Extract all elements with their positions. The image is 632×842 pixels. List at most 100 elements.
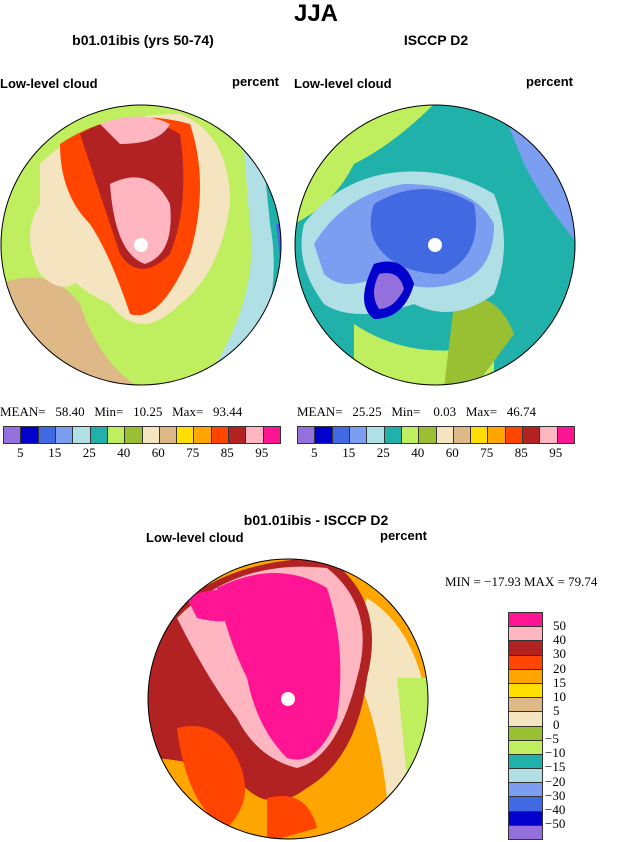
colorbar-tick-label: 75 — [480, 445, 494, 460]
panel2-left-label: Low-level cloud — [294, 76, 392, 91]
panel3-polar-map — [147, 558, 429, 840]
colorbar-box — [159, 427, 178, 443]
min-value: 10.25 — [133, 404, 163, 419]
colorbar-box — [509, 740, 542, 755]
colorbar-box — [509, 811, 542, 826]
colorbar-tick-label: −5 — [545, 731, 559, 747]
colorbar-tick-label: 75 — [186, 445, 200, 460]
colorbar-box — [509, 641, 542, 656]
panel1-left-label: Low-level cloud — [0, 76, 98, 91]
colorbar-box — [263, 427, 280, 443]
colorbar-tick-label: 95 — [255, 445, 269, 460]
min-value: 0.03 — [433, 404, 457, 419]
colorbar-box — [298, 427, 316, 443]
colorbar-box — [73, 427, 91, 443]
colorbar-box — [384, 427, 402, 443]
colorbar-box — [509, 683, 542, 699]
colorbar-box — [509, 769, 542, 784]
colorbar-box — [509, 712, 542, 727]
panel3-colorbar — [508, 612, 543, 840]
colorbar-tick-label: 85 — [514, 445, 528, 460]
colorbar-box — [453, 427, 472, 443]
colorbar-tick-label: 15 — [342, 445, 356, 460]
colorbar-box — [229, 427, 247, 443]
panel2-units: percent — [526, 74, 573, 89]
colorbar-box — [125, 427, 143, 443]
colorbar-tick-label: 85 — [220, 445, 234, 460]
panel1-colorbar-labels: 5 15 25 40 60 75 85 95 — [3, 443, 279, 460]
colorbar-tick-label: 95 — [549, 445, 563, 460]
panel2-polar-map — [294, 104, 576, 386]
mean-label: MEAN= — [0, 404, 46, 419]
panel1-colorbar — [3, 426, 281, 444]
colorbar-box — [21, 427, 39, 443]
colorbar-box — [90, 427, 108, 443]
colorbar-box — [471, 427, 489, 443]
colorbar-tick-label: −50 — [545, 815, 566, 831]
colorbar-box — [509, 613, 542, 628]
panel3-title: b01.01ibis - ISCCP D2 — [243, 512, 389, 528]
colorbar-box — [246, 427, 264, 443]
colorbar-tick-label: 15 — [48, 445, 62, 460]
min-label: Min= — [391, 404, 421, 419]
max-value: 46.74 — [506, 404, 537, 419]
panel3-stats: MIN = −17.93 MAX = 79.74 — [445, 574, 598, 589]
colorbar-box — [194, 427, 212, 443]
colorbar-box — [177, 427, 195, 443]
colorbar-tick-label: −40 — [545, 801, 566, 817]
max-value: 93.44 — [213, 404, 243, 419]
colorbar-box — [349, 427, 368, 443]
colorbar-box — [509, 627, 542, 642]
colorbar-tick-label: 50 — [553, 618, 566, 634]
colorbar-tick-label: 40 — [117, 445, 131, 460]
panel1-stats: MEAN= 58.40 Min= 10.25 Max= 93.44 — [0, 404, 242, 420]
colorbar-box — [523, 427, 541, 443]
colorbar-tick-label: 30 — [553, 646, 566, 662]
colorbar-box — [509, 825, 542, 839]
panel3-units: percent — [380, 528, 427, 543]
colorbar-box — [4, 427, 22, 443]
colorbar-tick-label: 40 — [553, 632, 566, 648]
panel2-stats: MEAN= 25.25 Min= 0.03 Max= 46.74 — [297, 404, 536, 420]
panel1-polar-map — [0, 104, 282, 386]
colorbar-box — [509, 754, 542, 770]
colorbar-box — [367, 427, 385, 443]
panel3-colorbar-labels: 50 40 30 20 15 10 5 0 −5 −10 −15 −20 −30 −40 −50 — [545, 612, 605, 838]
panel3-left-label: Low-level cloud — [146, 530, 244, 545]
colorbar-box — [509, 797, 542, 812]
colorbar-box — [509, 669, 542, 684]
colorbar-box — [211, 427, 230, 443]
colorbar-box — [509, 655, 542, 670]
colorbar-tick-label: 25 — [82, 445, 96, 460]
colorbar-box — [107, 427, 126, 443]
colorbar-box — [419, 427, 437, 443]
colorbar-tick-label: 40 — [411, 445, 425, 460]
colorbar-box — [332, 427, 350, 443]
panel2-colorbar — [297, 426, 575, 444]
colorbar-box — [436, 427, 454, 443]
min-label: Min= — [94, 404, 124, 419]
colorbar-tick-label: 20 — [553, 660, 566, 676]
colorbar-box — [509, 726, 542, 741]
colorbar-tick-label: 60 — [151, 445, 165, 460]
colorbar-box — [509, 783, 542, 798]
colorbar-tick-label: 60 — [445, 445, 459, 460]
colorbar-box — [401, 427, 420, 443]
colorbar-box — [38, 427, 56, 443]
colorbar-tick-label: 5 — [17, 445, 24, 460]
colorbar-box — [557, 427, 574, 443]
colorbar-tick-label: 0 — [553, 717, 560, 732]
colorbar-tick-label: 5 — [311, 445, 318, 460]
colorbar-tick-label: 5 — [553, 702, 560, 718]
figure-title: JJA — [293, 0, 339, 27]
colorbar-box — [488, 427, 506, 443]
panel2-colorbar-labels: 5 15 25 40 60 75 85 95 — [297, 443, 573, 460]
colorbar-box — [505, 427, 524, 443]
colorbar-box — [315, 427, 333, 443]
colorbar-tick-label: 25 — [376, 445, 390, 460]
colorbar-tick-label: 10 — [553, 688, 566, 704]
colorbar-box — [509, 698, 542, 713]
colorbar-tick-label: −10 — [545, 745, 566, 761]
panel2-title: ISCCP D2 — [403, 32, 469, 48]
